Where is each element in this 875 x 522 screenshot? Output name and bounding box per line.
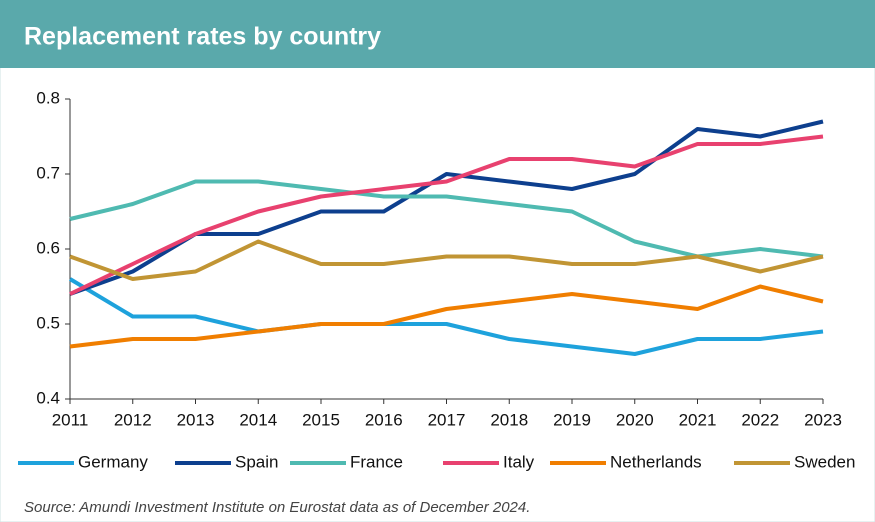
x-tick-label: 2023 [804, 410, 842, 429]
x-tick-label: 2012 [114, 410, 152, 429]
legend-label: Spain [235, 452, 278, 471]
x-tick-label: 2022 [741, 410, 779, 429]
y-tick-label: 0.8 [36, 88, 60, 107]
x-tick-label: 2011 [52, 410, 89, 429]
legend-label: Netherlands [610, 452, 702, 471]
chart-title: Replacement rates by country [24, 23, 381, 51]
series-line [69, 284, 824, 349]
y-tick-label: 0.7 [36, 163, 60, 182]
y-tick-label: 0.5 [36, 313, 60, 332]
y-tick-label: 0.6 [36, 238, 60, 257]
series-line [68, 277, 824, 356]
series-line [69, 239, 824, 281]
legend-label: Sweden [794, 452, 855, 471]
x-tick-label: 2017 [428, 410, 466, 429]
legend-label: Germany [78, 452, 148, 471]
header-band [0, 0, 875, 68]
x-tick-label: 2020 [616, 410, 654, 429]
series-line [69, 134, 824, 296]
x-tick-label: 2014 [239, 410, 277, 429]
x-tick-label: 2018 [490, 410, 528, 429]
source-note: Source: Amundi Investment Institute on E… [24, 499, 530, 516]
x-tick-label: 2016 [365, 410, 403, 429]
x-tick-label: 2013 [177, 410, 215, 429]
x-tick-label: 2021 [679, 410, 717, 429]
legend-label: France [350, 452, 403, 471]
legend-label: Italy [503, 452, 535, 471]
x-tick-label: 2015 [302, 410, 340, 429]
y-tick-label: 0.4 [36, 388, 60, 407]
x-tick-label: 2019 [553, 410, 591, 429]
